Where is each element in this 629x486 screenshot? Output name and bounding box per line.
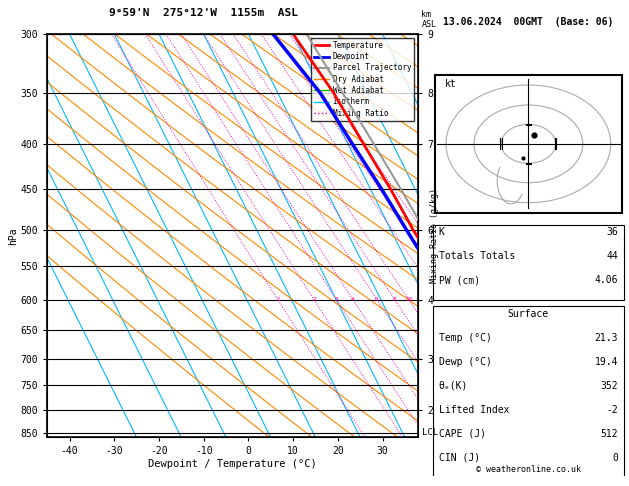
Text: 6: 6 bbox=[375, 297, 379, 302]
Bar bbox=[433, 483, 624, 486]
Text: 9°59'N  275°12'W  1155m  ASL: 9°59'N 275°12'W 1155m ASL bbox=[109, 8, 298, 18]
Text: Lifted Index: Lifted Index bbox=[438, 405, 509, 415]
Text: kt: kt bbox=[445, 79, 456, 89]
Text: 0: 0 bbox=[612, 453, 618, 463]
Text: -2: -2 bbox=[606, 405, 618, 415]
Text: © weatheronline.co.uk: © weatheronline.co.uk bbox=[476, 465, 581, 474]
Text: 21.3: 21.3 bbox=[594, 333, 618, 343]
Text: θₑ(K): θₑ(K) bbox=[438, 381, 468, 391]
Text: LCL: LCL bbox=[422, 429, 438, 437]
Text: 4: 4 bbox=[351, 297, 355, 302]
Bar bbox=[433, 306, 624, 478]
Text: 2: 2 bbox=[312, 297, 316, 302]
Text: 19.4: 19.4 bbox=[594, 357, 618, 367]
Text: km
ASL: km ASL bbox=[421, 10, 437, 29]
Text: 8: 8 bbox=[392, 297, 396, 302]
Text: K: K bbox=[438, 227, 445, 238]
Text: 13.06.2024  00GMT  (Base: 06): 13.06.2024 00GMT (Base: 06) bbox=[443, 17, 613, 27]
Bar bbox=[433, 225, 624, 300]
Text: CAPE (J): CAPE (J) bbox=[438, 429, 486, 439]
Text: Dewp (°C): Dewp (°C) bbox=[438, 357, 491, 367]
Text: Mixing Ratio (g/kg): Mixing Ratio (g/kg) bbox=[430, 188, 438, 283]
Legend: Temperature, Dewpoint, Parcel Trajectory, Dry Adiabat, Wet Adiabat, Isotherm, Mi: Temperature, Dewpoint, Parcel Trajectory… bbox=[311, 38, 415, 121]
Text: Surface: Surface bbox=[508, 309, 549, 319]
Text: 10: 10 bbox=[405, 297, 413, 302]
Text: 44: 44 bbox=[606, 251, 618, 261]
Text: 4.06: 4.06 bbox=[594, 276, 618, 285]
Text: 3: 3 bbox=[335, 297, 338, 302]
Text: CIN (J): CIN (J) bbox=[438, 453, 480, 463]
Text: 1: 1 bbox=[276, 297, 280, 302]
Bar bbox=[435, 75, 622, 213]
Text: 36: 36 bbox=[606, 227, 618, 238]
Text: 352: 352 bbox=[601, 381, 618, 391]
Y-axis label: hPa: hPa bbox=[8, 227, 18, 244]
X-axis label: Dewpoint / Temperature (°C): Dewpoint / Temperature (°C) bbox=[148, 459, 317, 469]
Text: Temp (°C): Temp (°C) bbox=[438, 333, 491, 343]
Text: 512: 512 bbox=[601, 429, 618, 439]
Text: PW (cm): PW (cm) bbox=[438, 276, 480, 285]
Text: Totals Totals: Totals Totals bbox=[438, 251, 515, 261]
